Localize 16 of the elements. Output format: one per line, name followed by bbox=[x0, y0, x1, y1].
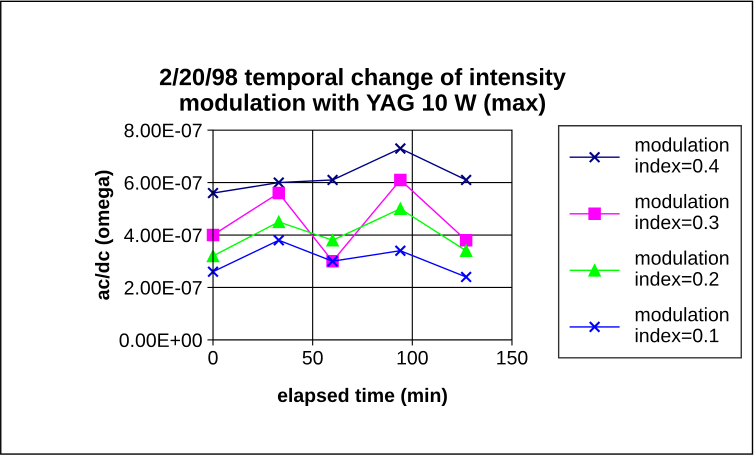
y-tick-label: 0.00E+00 bbox=[120, 333, 202, 348]
x-tick-label: 0 bbox=[208, 350, 218, 365]
y-tick-label: 6.00E-07 bbox=[124, 176, 202, 190]
x-axis-title: elapsed time (min) bbox=[278, 388, 447, 406]
y-tick-label: 8.00E-07 bbox=[124, 124, 202, 138]
legend-label: modulation index=0.1 bbox=[636, 307, 728, 342]
legend-label: modulation index=0.2 bbox=[636, 250, 728, 286]
y-axis-title: ac/dc (omega) bbox=[95, 170, 114, 300]
chart-title: 2/20/98 temporal change of intensity modulation with YAG 10 W (max) bbox=[160, 68, 566, 116]
x-tick-label: 150 bbox=[497, 350, 528, 365]
y-tick-label: 2.00E-07 bbox=[124, 280, 202, 295]
x-tick-label: 100 bbox=[398, 350, 428, 365]
x-tick-label: 50 bbox=[302, 350, 323, 365]
y-tick-label: 4.00E-07 bbox=[124, 228, 202, 242]
legend-label: modulation index=0.3 bbox=[636, 194, 728, 230]
legend-label: modulation index=0.4 bbox=[636, 137, 728, 173]
